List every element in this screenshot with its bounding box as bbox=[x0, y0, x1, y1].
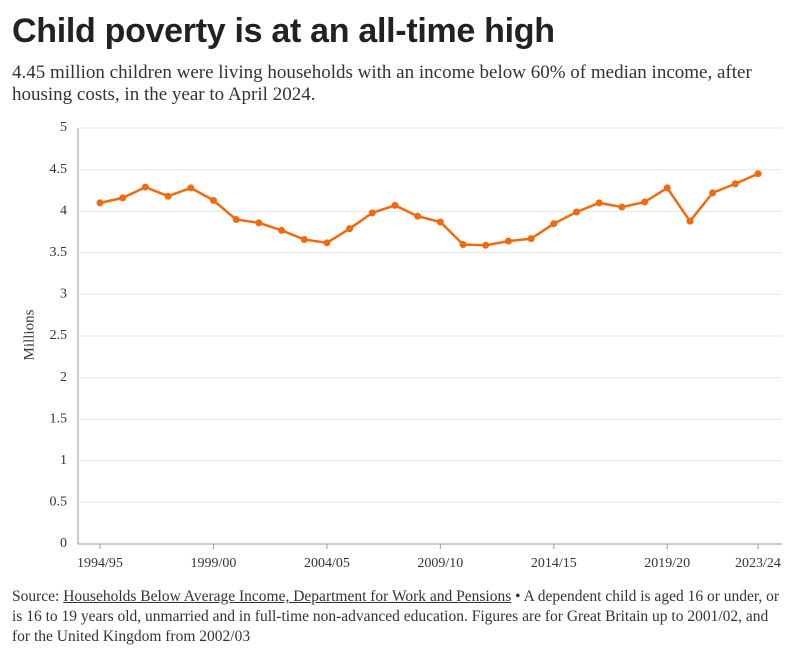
x-tick-label: 2014/15 bbox=[531, 556, 577, 571]
data-point bbox=[164, 192, 172, 200]
data-point bbox=[709, 189, 717, 197]
data-point bbox=[323, 239, 331, 247]
data-point bbox=[731, 180, 739, 188]
data-point bbox=[300, 235, 308, 243]
y-tick-label: 1.5 bbox=[50, 411, 68, 426]
x-tick-label: 1999/00 bbox=[191, 556, 237, 571]
source-note: • A dependent child is aged 16 or under,… bbox=[12, 588, 780, 645]
y-tick-label: 3.5 bbox=[50, 245, 68, 260]
x-tick-label: 1994/95 bbox=[77, 556, 123, 571]
data-point bbox=[119, 194, 127, 202]
data-point bbox=[346, 225, 354, 233]
y-tick-label: 2 bbox=[60, 370, 67, 385]
data-point bbox=[278, 226, 286, 234]
y-tick-label: 0 bbox=[60, 536, 67, 551]
x-tick-label: 2009/10 bbox=[417, 556, 463, 571]
y-tick-label: 4.5 bbox=[50, 162, 68, 177]
data-point bbox=[663, 184, 671, 192]
x-tick-label: 2023/24 bbox=[735, 556, 781, 571]
data-point bbox=[368, 209, 376, 217]
data-point bbox=[482, 241, 490, 249]
data-point bbox=[459, 240, 467, 248]
y-tick-label: 5 bbox=[60, 120, 67, 135]
data-line bbox=[99, 172, 759, 247]
data-point bbox=[209, 196, 217, 204]
y-axis-label: Millions bbox=[21, 309, 37, 360]
data-point bbox=[572, 208, 580, 216]
data-point bbox=[141, 183, 149, 191]
data-point bbox=[595, 199, 603, 207]
data-point bbox=[641, 198, 649, 206]
data-point bbox=[391, 201, 399, 209]
source-prefix: Source: bbox=[12, 588, 60, 605]
y-tick-label: 4 bbox=[60, 203, 67, 218]
data-point bbox=[436, 218, 444, 226]
chart-subtitle: 4.45 million children were living househ… bbox=[12, 62, 752, 105]
source-link[interactable]: Households Below Average Income, Departm… bbox=[63, 588, 512, 605]
data-point bbox=[527, 235, 535, 243]
chart: Millions 0 0.5 1 1.5 2 2.5 3 3.5 4 4.5 5 1994/95 199… bbox=[21, 120, 782, 571]
y-tick-label: 2.5 bbox=[50, 328, 68, 343]
y-tick-label: 1 bbox=[60, 453, 67, 468]
data-point bbox=[255, 219, 263, 227]
chart-title: Child poverty is at an all-time high bbox=[12, 12, 555, 50]
x-tick-label: 2004/05 bbox=[304, 556, 350, 571]
data-point bbox=[504, 237, 512, 245]
source: Source: Households Below Average Income,… bbox=[12, 587, 787, 647]
data-point bbox=[754, 170, 762, 178]
data-point bbox=[96, 199, 104, 207]
y-tick-label: 3 bbox=[60, 287, 67, 302]
y-tick-label: 0.5 bbox=[50, 495, 68, 510]
data-point bbox=[187, 184, 195, 192]
data-point bbox=[232, 216, 240, 224]
data-point bbox=[550, 220, 558, 228]
data-point bbox=[686, 217, 694, 225]
data-point bbox=[618, 203, 626, 211]
x-tick-label: 2019/20 bbox=[644, 556, 690, 571]
data-point bbox=[414, 212, 422, 220]
